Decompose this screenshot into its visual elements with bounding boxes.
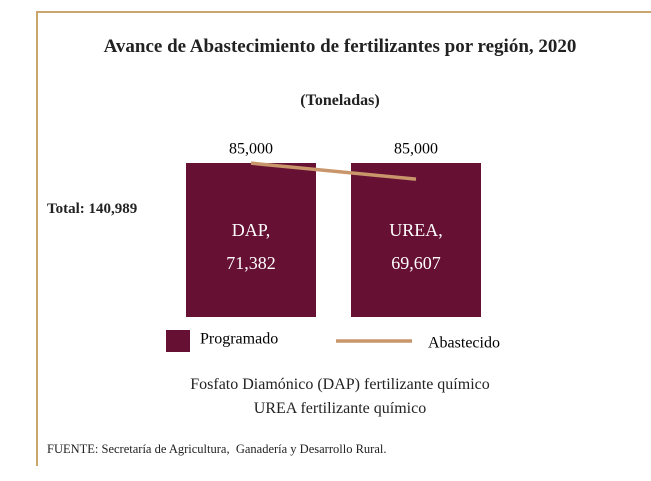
- annotation: Total: 140,989: [47, 201, 138, 217]
- line: [250, 161, 417, 181]
- data-label: 69,607: [391, 253, 441, 273]
- value-label: 85,000: [394, 141, 438, 158]
- top-border: [36, 11, 651, 13]
- category-label: UREA,: [389, 220, 443, 240]
- legend-label: Programado: [200, 331, 278, 348]
- chart-subtitle: (Toneladas): [300, 92, 380, 109]
- chart-title: Avance de Abastecimiento de fertilizante…: [103, 36, 577, 57]
- bar: [186, 163, 316, 317]
- data-label: 71,382: [226, 253, 276, 273]
- value-label: 85,000: [229, 141, 273, 158]
- bar: [351, 163, 481, 317]
- left-border: [36, 11, 38, 466]
- legend-label: Abastecido: [428, 335, 500, 352]
- category-label: DAP,: [232, 220, 271, 240]
- legend-swatch: [166, 330, 190, 352]
- source: FUENTE: Secretaría de Agricultura, Ganad…: [47, 442, 387, 456]
- note: UREA fertilizante químico: [253, 400, 427, 417]
- note: Fosfato Diamónico (DAP) fertilizante quí…: [190, 376, 490, 393]
